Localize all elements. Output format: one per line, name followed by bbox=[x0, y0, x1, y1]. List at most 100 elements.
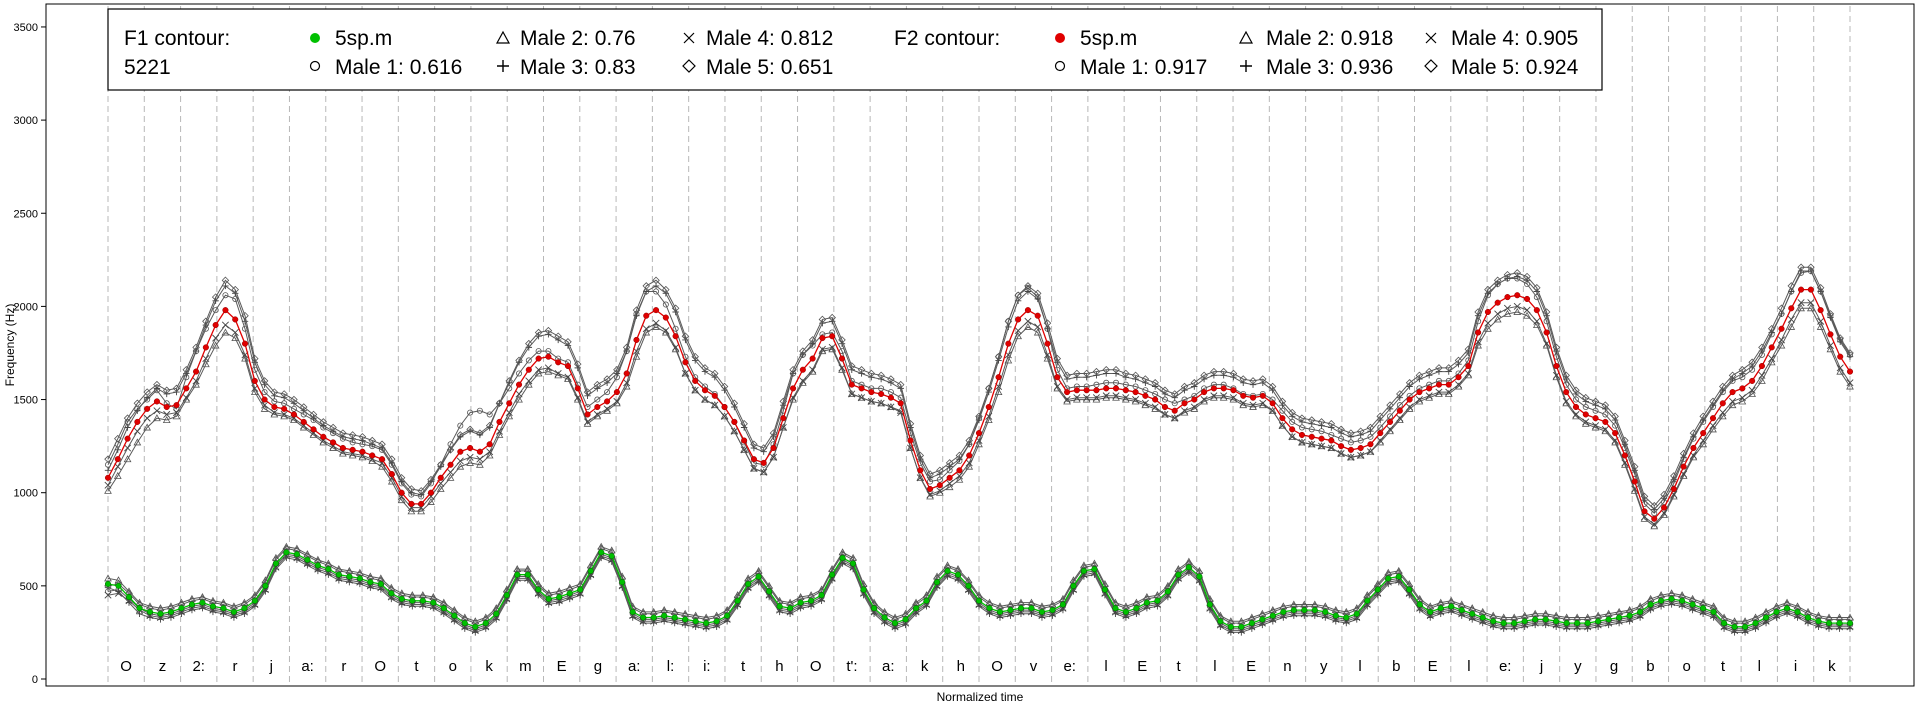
segment-label-36: E bbox=[1428, 658, 1438, 675]
f1-mean-point-114 bbox=[1301, 607, 1308, 614]
f2-mean-point-60 bbox=[692, 377, 699, 384]
f2-male4-point-58 bbox=[672, 343, 680, 351]
f2-mean-point-56 bbox=[652, 307, 660, 314]
f2-male2-point-30 bbox=[397, 496, 406, 504]
f1-mean-point-79 bbox=[933, 579, 941, 586]
f1-mean-point-124 bbox=[1406, 586, 1413, 593]
x-axis-title: Normalized time bbox=[937, 690, 1024, 704]
f2-male4-point-173 bbox=[1797, 299, 1805, 307]
f2-male5-point-152 bbox=[1591, 397, 1600, 406]
legend-f1-male2-marker bbox=[495, 30, 511, 44]
f2-male5-point-69 bbox=[779, 397, 788, 406]
f2-male4-point-138 bbox=[1455, 381, 1463, 389]
f2-male5-point-127 bbox=[1347, 429, 1355, 437]
f2-male2-point-32 bbox=[417, 507, 426, 515]
f2-mean-point-79 bbox=[878, 390, 885, 398]
f2-male1-point-16 bbox=[261, 389, 268, 396]
f2-mean-point-12 bbox=[222, 307, 229, 314]
f2-male5-point-0 bbox=[104, 455, 112, 463]
f1-mean-point-44 bbox=[566, 590, 573, 597]
f2-male5-point-85 bbox=[936, 466, 944, 475]
f2-male5-point-143 bbox=[1503, 270, 1512, 279]
f2-male5-point-134 bbox=[1415, 371, 1424, 380]
f2-male5-point-170 bbox=[1767, 324, 1776, 333]
f2-male5-point-126 bbox=[1337, 425, 1345, 434]
f2-mean-point-23 bbox=[330, 439, 337, 446]
f2-male5-point-95 bbox=[1033, 289, 1042, 298]
f1-mean-point-111 bbox=[1269, 612, 1276, 619]
segment-label-43: o bbox=[1683, 658, 1691, 675]
f2-male2-point-0 bbox=[104, 486, 112, 494]
f2-male4-point-74 bbox=[828, 343, 836, 351]
f2-male5-point-173 bbox=[1797, 263, 1805, 272]
segment-label-19: O bbox=[810, 658, 822, 675]
legend-f1-male5: Male 5: 0.651 bbox=[706, 56, 833, 79]
f2-male2-point-5 bbox=[153, 414, 161, 422]
f1-mean-point-144 bbox=[1616, 614, 1623, 621]
f1-mean-point-31 bbox=[430, 599, 437, 606]
f2-mean-point-76 bbox=[848, 381, 855, 388]
f2-male5-point-144 bbox=[1513, 269, 1522, 277]
f1-mean-point-137 bbox=[1542, 616, 1549, 623]
f2-mean-point-78 bbox=[868, 389, 875, 396]
f2-male2-point-28 bbox=[378, 462, 386, 470]
f2-mean-point-98 bbox=[1064, 389, 1071, 396]
segment-label-26: e: bbox=[1063, 658, 1076, 675]
f2-male4-point-71 bbox=[799, 377, 807, 385]
f2-male4-point-110 bbox=[1181, 407, 1189, 415]
f2-male5-point-175 bbox=[1816, 284, 1825, 292]
f2-male4-point-80 bbox=[887, 403, 895, 411]
f2-mean-point-136 bbox=[1435, 381, 1443, 388]
f2-male5-point-16 bbox=[260, 377, 269, 385]
f2-male5-point-132 bbox=[1396, 390, 1404, 398]
f2-mean-point-157 bbox=[1641, 508, 1648, 515]
f2-male5-point-161 bbox=[1679, 449, 1688, 458]
f1-mean-point-131 bbox=[1479, 614, 1486, 621]
f2-mean-point-40 bbox=[496, 418, 503, 425]
f1-mean-point-29 bbox=[409, 597, 416, 604]
f2-male5-point-105 bbox=[1131, 371, 1140, 380]
f2-male5-point-80 bbox=[887, 375, 895, 383]
f2-mean-point-142 bbox=[1494, 299, 1501, 306]
f1-mean-point-30 bbox=[419, 597, 426, 604]
f2-male4-point-103 bbox=[1112, 392, 1120, 400]
f2-mean-point-77 bbox=[858, 385, 865, 392]
f2-male5-point-3 bbox=[133, 399, 142, 408]
segment-label-14: a: bbox=[628, 658, 641, 675]
f2-male5-point-21 bbox=[309, 410, 318, 419]
f2-male5-point-78 bbox=[867, 369, 876, 378]
segment-label-41: g bbox=[1610, 658, 1618, 675]
f2-male5-point-41 bbox=[505, 377, 514, 385]
f1-mean-point-65 bbox=[787, 605, 794, 612]
f2-mean-point-108 bbox=[1161, 403, 1168, 411]
f2-male4-point-0 bbox=[104, 481, 112, 489]
f2-mean-point-49 bbox=[584, 411, 591, 418]
f1-mean-point-119 bbox=[1353, 610, 1360, 617]
f2-male5-point-108 bbox=[1161, 386, 1169, 395]
f2-male5-point-103 bbox=[1112, 365, 1120, 374]
y-tick-label-0: 0 bbox=[32, 674, 38, 686]
f2-mean-point-26 bbox=[359, 448, 366, 455]
f2-male5-point-40 bbox=[495, 399, 504, 408]
f2-mean-point-117 bbox=[1249, 394, 1257, 401]
f2-male5-point-122 bbox=[1298, 414, 1306, 422]
segment-label-33: y bbox=[1320, 658, 1328, 675]
f2-male5-point-124 bbox=[1317, 418, 1326, 426]
f2-male5-point-158 bbox=[1650, 501, 1659, 510]
f1-mean-point-105 bbox=[1206, 601, 1213, 608]
f1-mean-point-67 bbox=[808, 597, 815, 604]
f1-mean-point-108 bbox=[1238, 623, 1245, 630]
f2-male2-point-163 bbox=[1699, 440, 1708, 448]
legend-f1-male3: Male 3: 0.83 bbox=[520, 56, 636, 79]
f2-mean-point-154 bbox=[1612, 430, 1619, 437]
f2-male4-point-98 bbox=[1063, 396, 1071, 404]
f2-mean-point-37 bbox=[467, 444, 474, 452]
f2-male5-point-159 bbox=[1660, 490, 1668, 499]
f2-male2-point-82 bbox=[906, 443, 915, 451]
f2-male4-point-99 bbox=[1073, 394, 1081, 402]
segment-label-38: e: bbox=[1499, 658, 1512, 675]
f2-male4-point-122 bbox=[1298, 438, 1306, 446]
f2-male5-point-99 bbox=[1073, 369, 1081, 378]
f2-mean-point-41 bbox=[506, 400, 513, 407]
segment-label-46: i bbox=[1794, 658, 1797, 675]
